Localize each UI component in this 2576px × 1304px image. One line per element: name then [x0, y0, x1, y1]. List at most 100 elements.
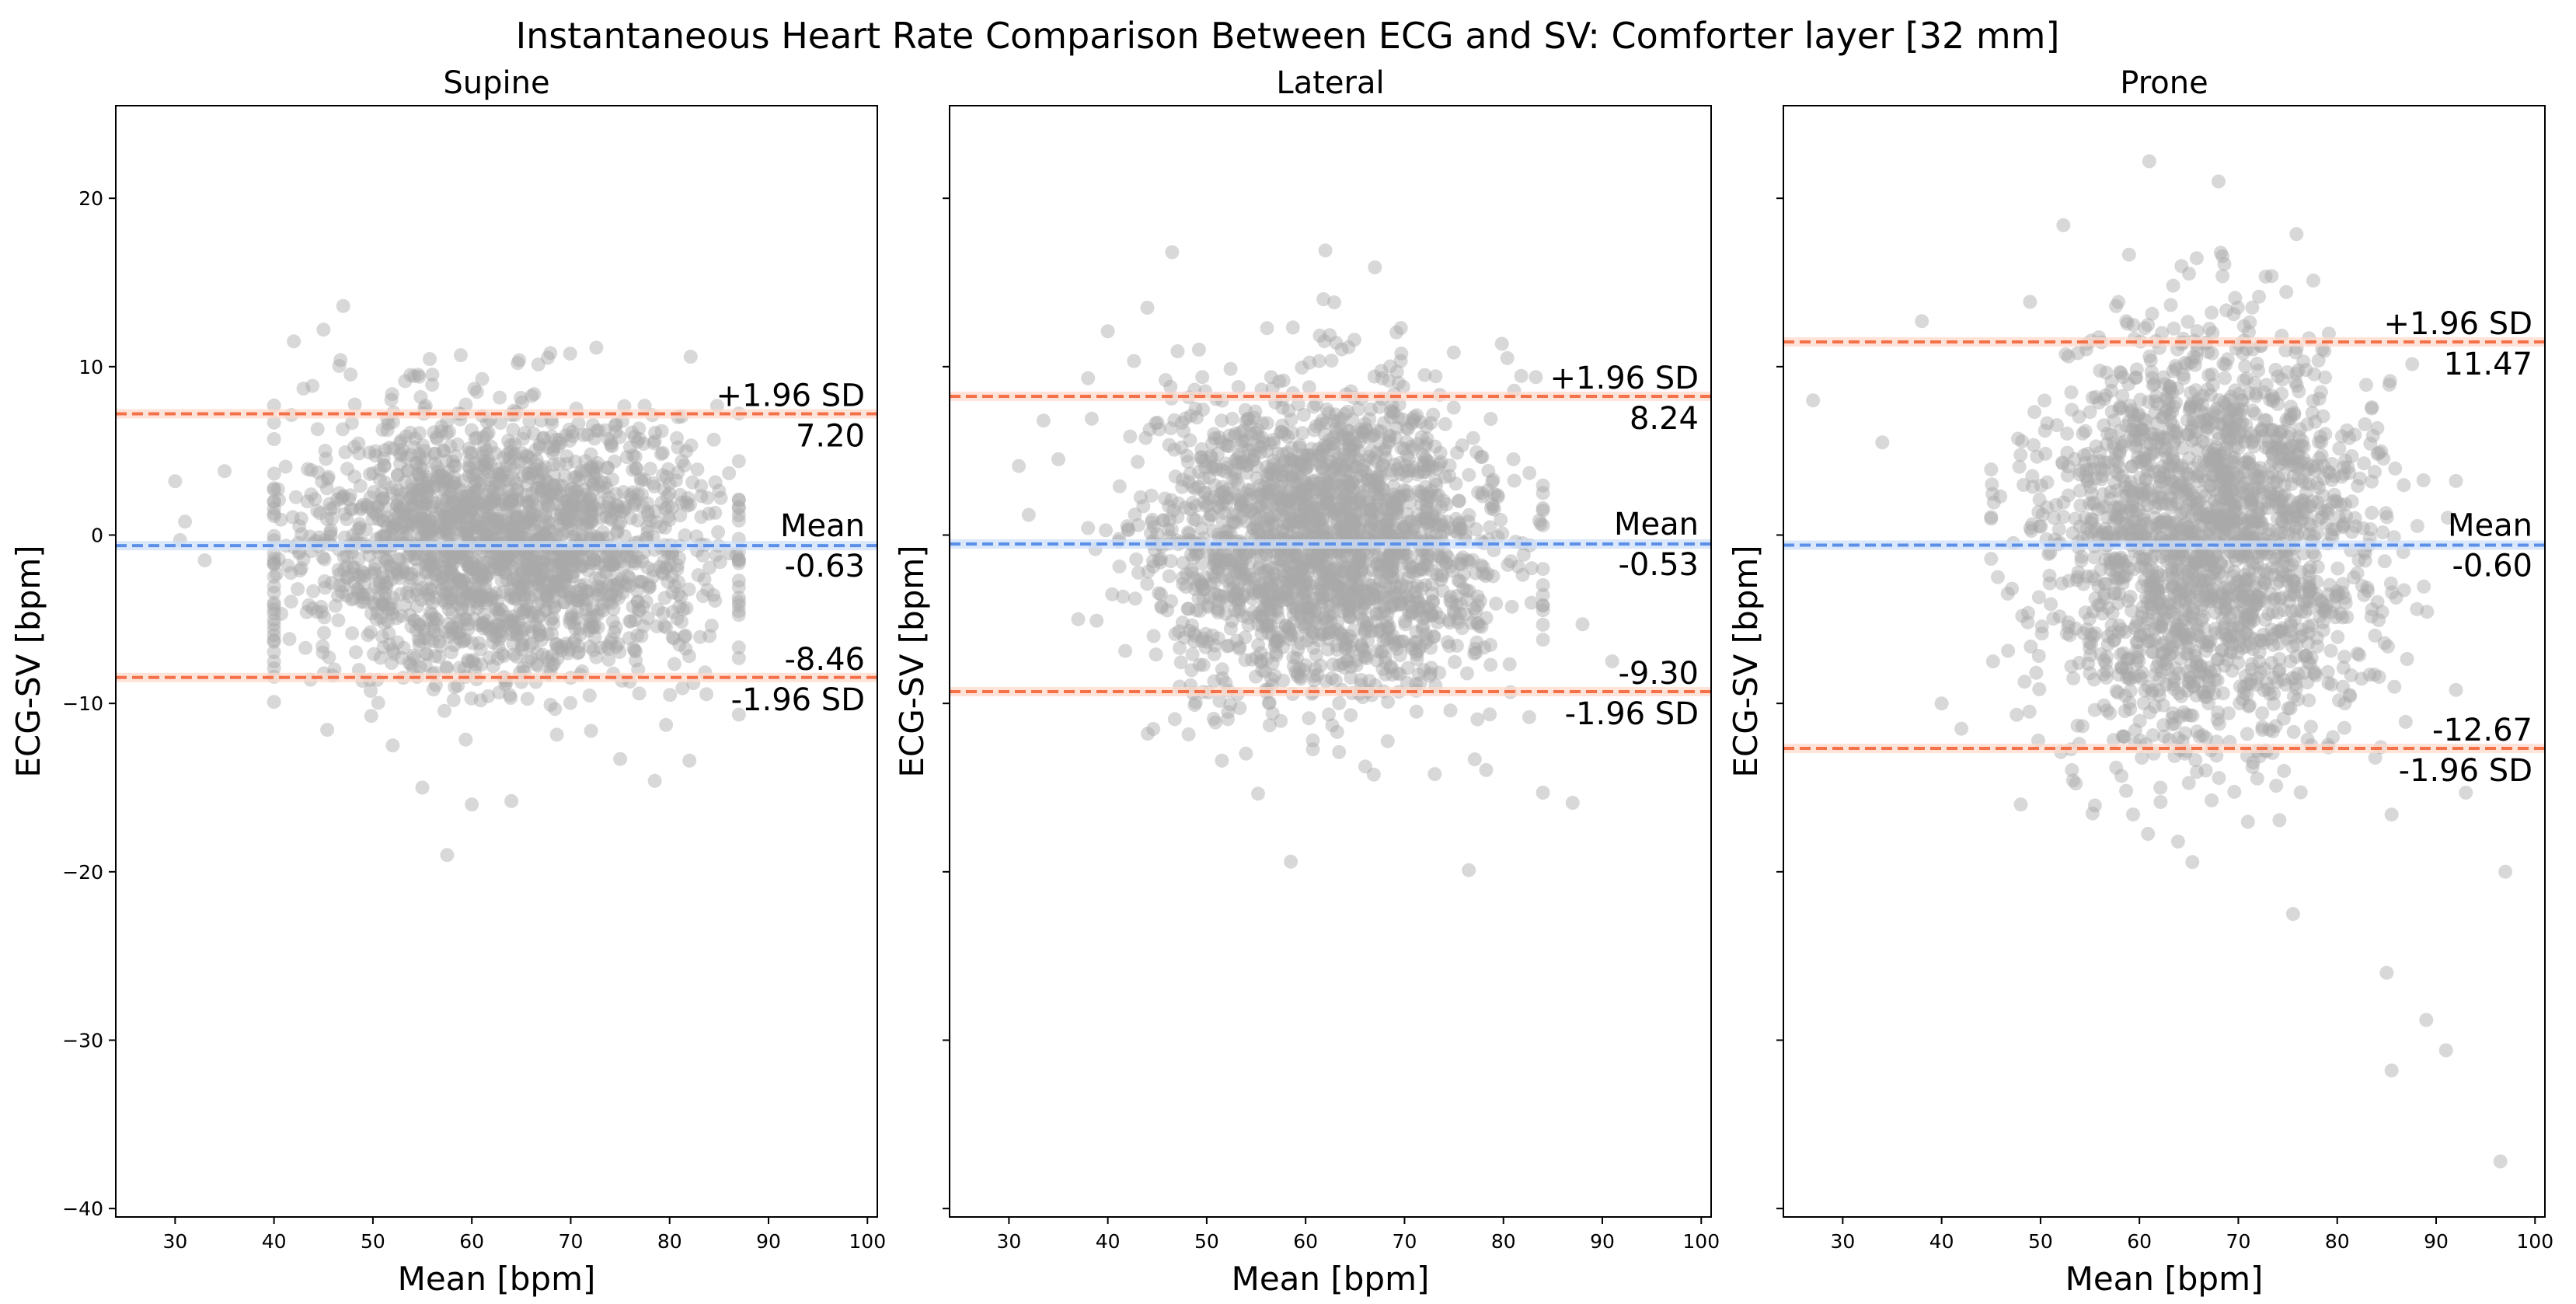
data-point — [1236, 455, 1250, 469]
data-point — [592, 479, 607, 493]
data-point — [403, 498, 418, 513]
data-point — [658, 560, 673, 574]
data-point — [1308, 604, 1323, 619]
data-point — [670, 431, 684, 445]
data-point — [426, 519, 441, 534]
data-point — [626, 462, 640, 477]
data-point — [502, 615, 517, 629]
data-point — [485, 621, 500, 636]
data-point — [525, 560, 539, 574]
data-point — [404, 619, 419, 633]
data-point — [2212, 771, 2226, 786]
data-point — [542, 516, 557, 530]
data-point — [322, 650, 336, 664]
data-point — [1260, 518, 1274, 533]
data-point — [434, 500, 448, 514]
data-point — [390, 498, 405, 513]
data-point — [1417, 465, 1431, 479]
data-point — [606, 601, 621, 616]
data-point — [441, 525, 456, 539]
data-point — [417, 511, 432, 526]
data-point — [437, 560, 451, 574]
data-point — [1285, 591, 1299, 606]
data-point — [626, 448, 640, 463]
data-point — [1502, 657, 1517, 671]
data-point — [469, 574, 484, 588]
data-point — [475, 556, 490, 570]
data-point — [1379, 524, 1393, 539]
data-point — [1293, 608, 1308, 622]
data-point — [1267, 572, 1282, 587]
data-point — [640, 519, 655, 534]
data-point — [1305, 742, 1320, 757]
data-point — [1287, 573, 1301, 587]
data-point — [1196, 631, 1211, 646]
data-point — [1426, 629, 1441, 643]
data-point — [443, 585, 458, 600]
data-point — [608, 418, 622, 433]
data-point — [540, 650, 554, 665]
data-point — [603, 636, 618, 650]
data-point — [536, 431, 551, 446]
data-point — [1370, 469, 1385, 484]
data-point — [353, 570, 368, 584]
data-point — [2330, 629, 2345, 644]
data-point — [571, 639, 586, 654]
data-point — [1260, 321, 1274, 336]
data-point — [616, 485, 631, 500]
data-point — [552, 518, 566, 532]
data-point — [582, 623, 597, 638]
data-point — [1337, 480, 1351, 495]
data-point — [1340, 473, 1354, 488]
data-point — [480, 455, 494, 470]
data-point — [1400, 588, 1415, 603]
data-point — [1239, 746, 1253, 761]
data-point — [441, 490, 455, 505]
data-point — [345, 626, 360, 640]
data-point — [539, 494, 554, 509]
data-point — [557, 511, 571, 526]
data-point — [578, 454, 593, 469]
data-point — [333, 353, 348, 368]
data-point — [267, 645, 281, 659]
data-point — [434, 582, 449, 597]
data-point — [414, 528, 429, 543]
data-point — [532, 567, 547, 581]
data-point — [566, 559, 581, 574]
data-point — [400, 549, 415, 563]
data-point — [589, 424, 604, 438]
data-point — [1331, 574, 1346, 588]
data-point — [440, 661, 455, 676]
data-point — [413, 459, 428, 474]
data-point — [367, 647, 382, 661]
data-point — [1184, 563, 1198, 577]
data-point — [614, 504, 629, 519]
data-point — [448, 458, 463, 473]
data-point — [454, 518, 469, 533]
data-point — [267, 628, 281, 643]
data-point — [675, 615, 688, 629]
data-point — [511, 494, 525, 509]
data-point — [1246, 453, 1261, 467]
data-point — [528, 573, 542, 587]
data-point — [419, 554, 434, 569]
data-point — [1319, 496, 1333, 511]
data-point — [566, 616, 581, 631]
data-point — [422, 553, 437, 567]
data-point — [456, 496, 471, 511]
data-point — [394, 521, 408, 535]
data-point — [1299, 553, 1314, 568]
data-point — [1401, 570, 1416, 585]
data-point — [570, 503, 584, 518]
data-point — [677, 458, 692, 472]
data-point — [562, 498, 577, 512]
data-point — [1354, 422, 1368, 437]
data-point — [1261, 696, 1276, 710]
data-point — [1248, 571, 1263, 586]
data-point — [1428, 605, 1443, 620]
data-point — [1331, 522, 1346, 537]
data-point — [706, 432, 721, 447]
data-point — [374, 610, 389, 625]
data-point — [729, 547, 744, 562]
data-point — [521, 466, 535, 481]
